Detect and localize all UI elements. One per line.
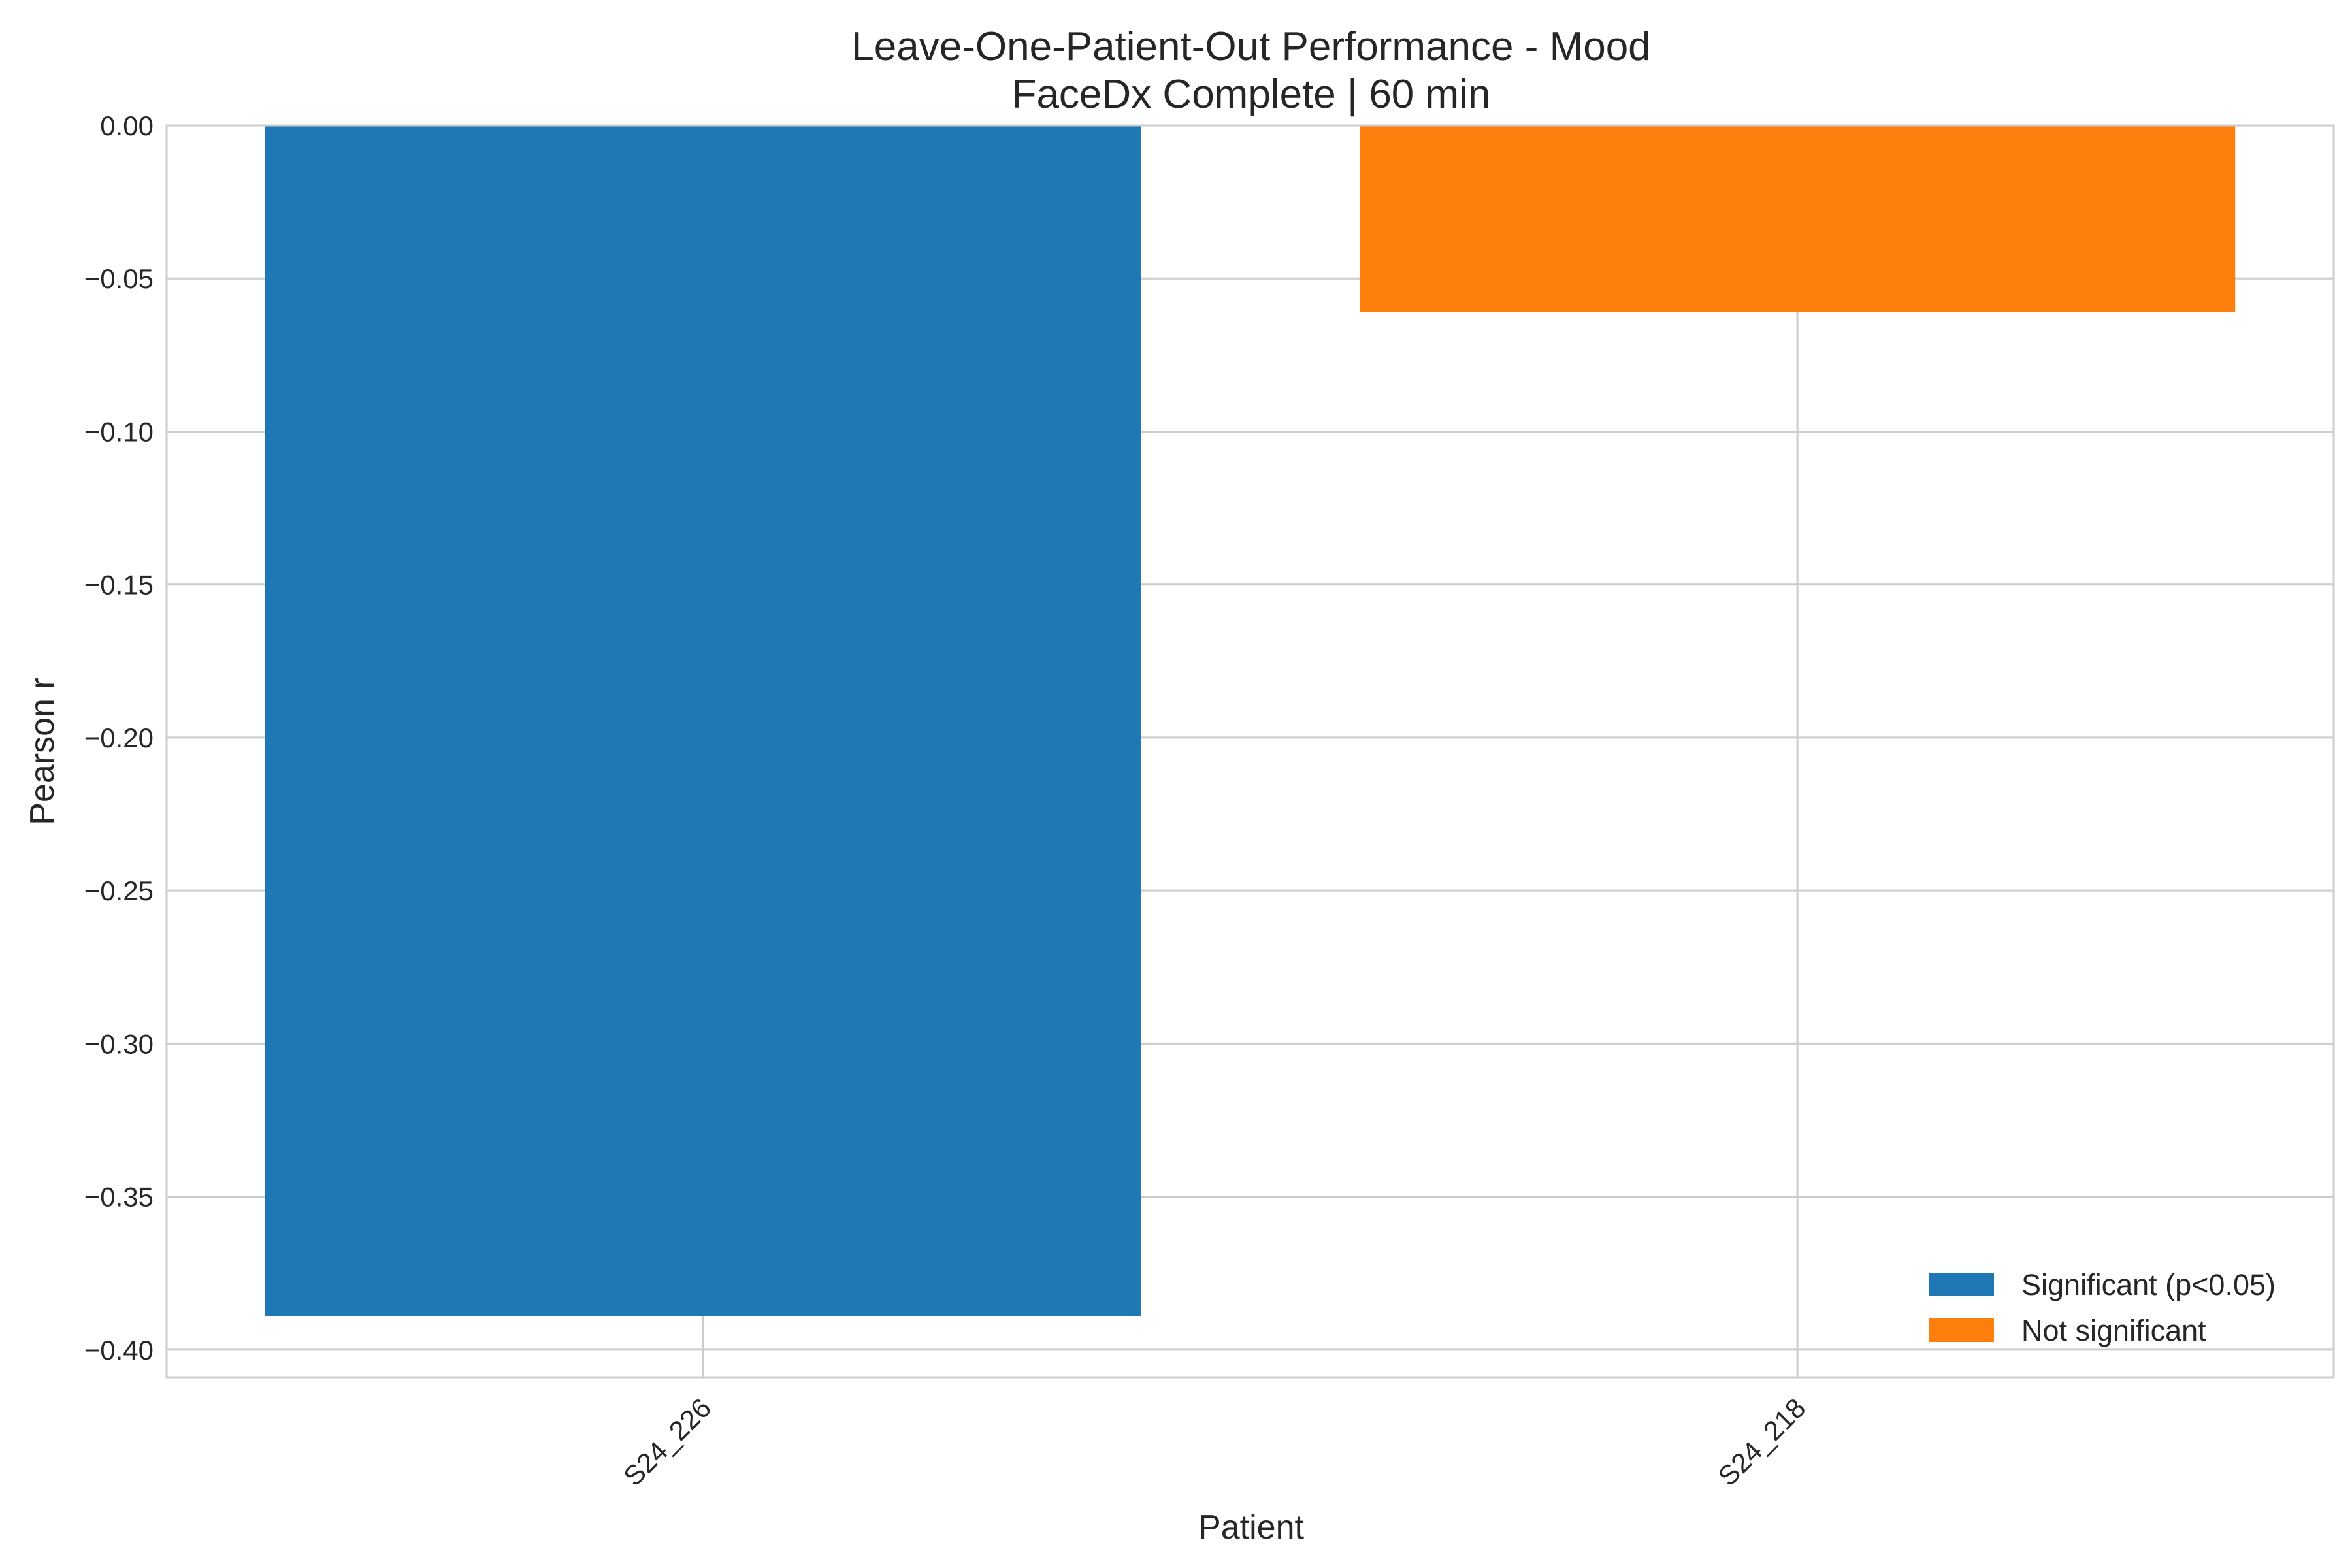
y-tick-label: −0.05 [84,263,154,294]
plot-frame [165,124,2335,1379]
y-tick-label: −0.10 [84,416,154,447]
chart-subtitle: FaceDx Complete | 60 min [1012,72,1491,117]
legend-swatch-not-significant [1929,1318,1994,1342]
bars [265,125,2236,1316]
y-tick-label: 0.00 [100,110,154,141]
x-tick-labels: S24_226 S24_218 [617,1392,1811,1492]
legend: Significant (p<0.05) Not significant [1929,1268,2276,1347]
y-tick-label: −0.30 [84,1028,154,1059]
chart-title: Leave-One-Patient-Out Performance - Mood [851,24,1650,69]
x-tick-label: S24_218 [1712,1392,1811,1492]
x-axis-label: Patient [1198,1509,1304,1546]
legend-swatch-significant [1929,1273,1994,1296]
y-axis-label: Pearson r [24,678,61,825]
y-tick-label: −0.15 [84,570,154,600]
y-tick-label: −0.25 [84,875,154,906]
legend-label-not-significant: Not significant [2021,1314,2206,1347]
y-tick-label: −0.35 [84,1182,154,1213]
bar-s24-226 [265,125,1141,1316]
y-tick-labels: 0.00 −0.05 −0.10 −0.15 −0.20 −0.25 −0.30 −0.35 −… [84,110,154,1365]
y-tick-label: −0.40 [84,1335,154,1365]
y-tick-label: −0.20 [84,723,154,753]
bar-s24-218 [1360,125,2236,312]
legend-label-significant: Significant (p<0.05) [2021,1268,2276,1301]
x-tick-label: S24_226 [617,1392,717,1492]
